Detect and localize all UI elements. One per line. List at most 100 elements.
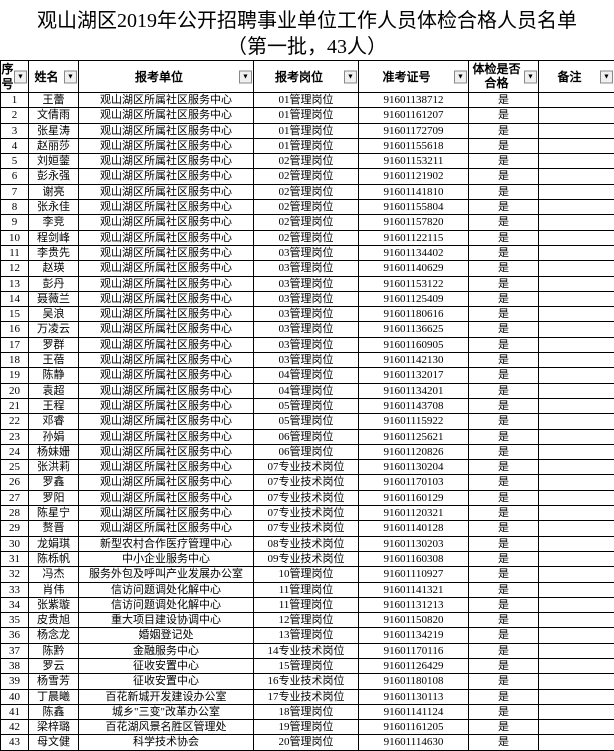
cell-name: 陈星宁: [29, 506, 79, 521]
cell-remark: [539, 276, 614, 291]
cell-seq: 1: [1, 93, 29, 108]
table-row: 29赘晋观山湖区所属社区服务中心07专业技术岗位91601140128是: [1, 521, 614, 536]
cell-exam: 91601153122: [359, 276, 469, 291]
cell-name: 王蕾: [29, 93, 79, 108]
cell-exam: 91601126429: [359, 658, 469, 673]
col-header-unit[interactable]: 报考单位▼: [79, 61, 254, 93]
col-header-pass[interactable]: 体检是否合格▼: [469, 61, 539, 93]
table-row: 3张星涛观山湖区所属社区服务中心01管理岗位91601172709是: [1, 123, 614, 138]
cell-pass: 是: [469, 276, 539, 291]
cell-remark: [539, 582, 614, 597]
cell-pass: 是: [469, 245, 539, 260]
cell-pass: 是: [469, 658, 539, 673]
cell-unit: 婚姻登记处: [79, 628, 254, 643]
cell-name: 邓睿: [29, 414, 79, 429]
cell-unit: 观山湖区所属社区服务中心: [79, 322, 254, 337]
col-header-seq[interactable]: 序号▼: [1, 61, 29, 93]
cell-name: 皮贵旭: [29, 613, 79, 628]
cell-unit: 百花湖风景名胜区管理处: [79, 720, 254, 735]
cell-seq: 31: [1, 551, 29, 566]
cell-post: 03管理岗位: [254, 276, 359, 291]
cell-name: 张星涛: [29, 123, 79, 138]
filter-dropdown-icon[interactable]: ▼: [524, 70, 537, 83]
cell-exam: 91601141321: [359, 582, 469, 597]
cell-seq: 24: [1, 444, 29, 459]
filter-dropdown-icon[interactable]: ▼: [239, 70, 252, 83]
cell-pass: 是: [469, 414, 539, 429]
filter-dropdown-icon[interactable]: ▼: [344, 70, 357, 83]
table-row: 7谢亮观山湖区所属社区服务中心02管理岗位91601141810是: [1, 184, 614, 199]
table-row: 27罗阳观山湖区所属社区服务中心07专业技术岗位91601160129是: [1, 490, 614, 505]
cell-remark: [539, 93, 614, 108]
table-row: 17罗群观山湖区所属社区服务中心03管理岗位91601160905是: [1, 337, 614, 352]
filter-dropdown-icon[interactable]: ▼: [14, 70, 27, 83]
cell-exam: 91601138712: [359, 93, 469, 108]
col-header-exam[interactable]: 准考证号▼: [359, 61, 469, 93]
cell-exam: 91601130203: [359, 536, 469, 551]
cell-pass: 是: [469, 307, 539, 322]
cell-exam: 91601134219: [359, 628, 469, 643]
cell-seq: 41: [1, 704, 29, 719]
cell-remark: [539, 429, 614, 444]
cell-exam: 91601122115: [359, 230, 469, 245]
cell-seq: 13: [1, 276, 29, 291]
col-header-name[interactable]: 姓名▼: [29, 61, 79, 93]
cell-exam: 91601155804: [359, 200, 469, 215]
cell-post: 03管理岗位: [254, 261, 359, 276]
filter-dropdown-icon[interactable]: ▼: [64, 70, 77, 83]
cell-name: 张紫璇: [29, 597, 79, 612]
cell-name: 谢亮: [29, 184, 79, 199]
cell-unit: 服务外包及呼叫产业发展办公室: [79, 567, 254, 582]
cell-seq: 12: [1, 261, 29, 276]
table-row: 43母文健科学技术协会20管理岗位91601114630是: [1, 735, 614, 750]
cell-post: 16专业技术岗位: [254, 674, 359, 689]
cell-remark: [539, 322, 614, 337]
cell-pass: 是: [469, 521, 539, 536]
cell-unit: 观山湖区所属社区服务中心: [79, 307, 254, 322]
cell-pass: 是: [469, 322, 539, 337]
cell-exam: 91601115922: [359, 414, 469, 429]
table-row: 20袁超观山湖区所属社区服务中心04管理岗位91601134201是: [1, 383, 614, 398]
cell-pass: 是: [469, 628, 539, 643]
filter-dropdown-icon[interactable]: ▼: [454, 70, 467, 83]
cell-pass: 是: [469, 138, 539, 153]
cell-post: 05管理岗位: [254, 398, 359, 413]
cell-seq: 35: [1, 613, 29, 628]
cell-exam: 91601141124: [359, 704, 469, 719]
cell-name: 丁晨曦: [29, 689, 79, 704]
cell-post: 08专业技术岗位: [254, 536, 359, 551]
table-row: 28陈星宁观山湖区所属社区服务中心07专业技术岗位91601120321是: [1, 506, 614, 521]
table-row: 15吴浪观山湖区所属社区服务中心03管理岗位91601180616是: [1, 307, 614, 322]
cell-pass: 是: [469, 368, 539, 383]
cell-name: 母文健: [29, 735, 79, 750]
cell-exam: 91601161207: [359, 108, 469, 123]
cell-name: 陈静: [29, 368, 79, 383]
cell-seq: 4: [1, 138, 29, 153]
cell-seq: 39: [1, 674, 29, 689]
col-header-post[interactable]: 报考岗位▼: [254, 61, 359, 93]
cell-name: 罗群: [29, 337, 79, 352]
cell-seq: 23: [1, 429, 29, 444]
cell-exam: 91601180616: [359, 307, 469, 322]
cell-unit: 信访问题调处化解中心: [79, 582, 254, 597]
cell-exam: 91601130204: [359, 460, 469, 475]
roster-table: 序号▼ 姓名▼ 报考单位▼ 报考岗位▼ 准考证号▼ 体检是否合格▼ 备注▼ 1王…: [0, 60, 614, 751]
table-row: 2文倩雨观山湖区所属社区服务中心01管理岗位91601161207是: [1, 108, 614, 123]
col-header-remark[interactable]: 备注▼: [539, 61, 614, 93]
cell-seq: 43: [1, 735, 29, 750]
cell-pass: 是: [469, 490, 539, 505]
cell-pass: 是: [469, 689, 539, 704]
cell-pass: 是: [469, 383, 539, 398]
cell-post: 07专业技术岗位: [254, 460, 359, 475]
cell-seq: 33: [1, 582, 29, 597]
filter-dropdown-icon[interactable]: ▼: [600, 70, 613, 83]
cell-seq: 5: [1, 154, 29, 169]
table-row: 8张永佳观山湖区所属社区服务中心02管理岗位91601155804是: [1, 200, 614, 215]
cell-exam: 91601132017: [359, 368, 469, 383]
cell-exam: 91601180108: [359, 674, 469, 689]
cell-pass: 是: [469, 261, 539, 276]
cell-seq: 10: [1, 230, 29, 245]
cell-seq: 19: [1, 368, 29, 383]
cell-exam: 91601143708: [359, 398, 469, 413]
cell-name: 袁超: [29, 383, 79, 398]
